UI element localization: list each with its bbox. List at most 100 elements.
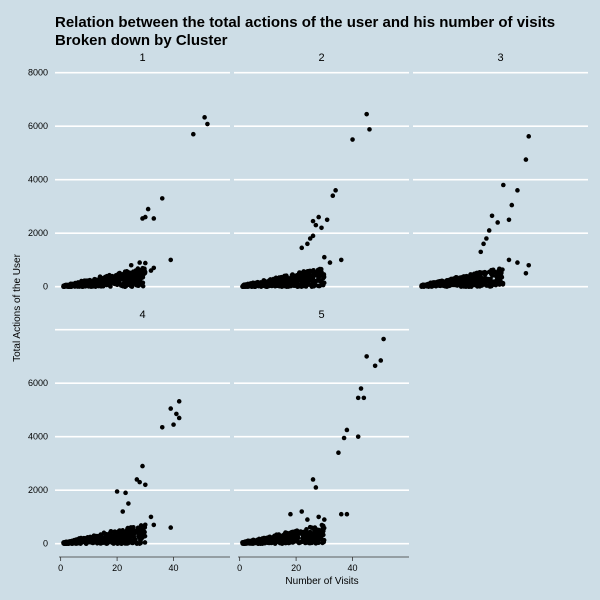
data-point bbox=[276, 535, 282, 541]
data-point bbox=[114, 489, 120, 494]
data-point bbox=[143, 482, 148, 488]
data-point bbox=[294, 528, 300, 534]
data-point bbox=[425, 281, 430, 287]
data-point bbox=[440, 279, 446, 284]
data-point bbox=[276, 532, 282, 537]
panel-label: 2 bbox=[318, 52, 324, 64]
data-point bbox=[139, 273, 144, 278]
data-point bbox=[355, 395, 361, 401]
data-point bbox=[282, 531, 287, 537]
data-point bbox=[105, 532, 111, 537]
data-point bbox=[134, 527, 140, 533]
data-point bbox=[454, 275, 460, 280]
data-point bbox=[105, 280, 111, 286]
data-point bbox=[319, 225, 324, 231]
data-point bbox=[320, 529, 326, 534]
data-point bbox=[73, 283, 78, 288]
data-point bbox=[500, 267, 505, 272]
data-point bbox=[272, 537, 278, 543]
data-point bbox=[294, 536, 300, 542]
data-point bbox=[313, 222, 319, 228]
data-point bbox=[479, 270, 485, 276]
data-point bbox=[506, 217, 512, 223]
data-point bbox=[266, 535, 272, 540]
data-point bbox=[138, 523, 144, 528]
data-point bbox=[145, 206, 151, 212]
x-axis-label: Number of Visits bbox=[285, 576, 358, 587]
data-point bbox=[313, 278, 319, 284]
data-point bbox=[284, 538, 289, 543]
data-point bbox=[484, 236, 489, 241]
data-point bbox=[279, 281, 285, 287]
data-point bbox=[66, 283, 71, 289]
y-tick-label: 0 bbox=[43, 282, 48, 292]
data-point bbox=[295, 277, 301, 282]
data-point bbox=[126, 501, 131, 506]
panel-1: 1 0 2000 4000 6000 8000 bbox=[28, 52, 230, 292]
data-point bbox=[497, 275, 502, 281]
data-point bbox=[475, 274, 481, 279]
x-tick-label: 40 bbox=[169, 563, 179, 573]
chart-title: Relation between the total actions of th… bbox=[55, 14, 555, 31]
data-point bbox=[419, 283, 424, 288]
x-tick-label: 40 bbox=[348, 563, 358, 573]
data-point bbox=[431, 281, 436, 287]
data-point bbox=[314, 527, 320, 533]
data-point bbox=[509, 202, 515, 208]
data-point bbox=[480, 276, 486, 282]
data-point bbox=[286, 277, 292, 283]
data-point bbox=[344, 427, 350, 433]
data-point bbox=[459, 276, 465, 282]
data-point bbox=[202, 115, 207, 120]
data-point bbox=[372, 363, 378, 369]
data-point bbox=[450, 277, 456, 283]
data-point bbox=[305, 517, 310, 522]
data-point bbox=[333, 188, 338, 193]
data-point bbox=[91, 539, 97, 545]
data-point bbox=[316, 214, 321, 220]
data-point bbox=[330, 193, 336, 199]
data-point bbox=[364, 354, 369, 359]
data-point bbox=[176, 415, 182, 421]
data-point bbox=[300, 273, 305, 278]
data-point bbox=[291, 281, 296, 287]
data-point bbox=[310, 477, 316, 482]
data-point bbox=[482, 271, 488, 277]
data-point bbox=[95, 537, 101, 542]
data-point bbox=[142, 540, 148, 545]
data-point bbox=[444, 280, 450, 285]
data-point bbox=[336, 450, 341, 456]
data-point bbox=[378, 358, 384, 363]
panel-label: 4 bbox=[139, 309, 145, 321]
data-point bbox=[367, 127, 372, 132]
data-point bbox=[276, 278, 281, 283]
data-point bbox=[290, 272, 295, 277]
data-point bbox=[62, 541, 68, 546]
data-point bbox=[355, 434, 361, 439]
data-point bbox=[89, 278, 95, 284]
data-point bbox=[310, 233, 316, 239]
data-point bbox=[137, 260, 142, 265]
data-point bbox=[140, 463, 145, 469]
x-tick-label: 20 bbox=[112, 563, 122, 573]
data-point bbox=[488, 271, 494, 277]
chart-subtitle: Broken down by Cluster bbox=[55, 32, 228, 49]
data-point bbox=[310, 536, 316, 542]
x-tick-label: 0 bbox=[237, 563, 242, 573]
data-point bbox=[288, 511, 293, 517]
data-point bbox=[321, 539, 327, 545]
data-point bbox=[108, 284, 113, 289]
data-point bbox=[148, 268, 154, 273]
data-point bbox=[307, 524, 313, 530]
data-point bbox=[364, 111, 369, 117]
y-tick-label: 4000 bbox=[28, 175, 48, 185]
data-point bbox=[245, 283, 251, 289]
data-point bbox=[114, 533, 120, 539]
data-point bbox=[481, 241, 486, 247]
data-point bbox=[151, 522, 157, 528]
data-point bbox=[302, 279, 308, 285]
panel-3: 3 bbox=[413, 52, 588, 289]
data-point bbox=[137, 479, 142, 485]
